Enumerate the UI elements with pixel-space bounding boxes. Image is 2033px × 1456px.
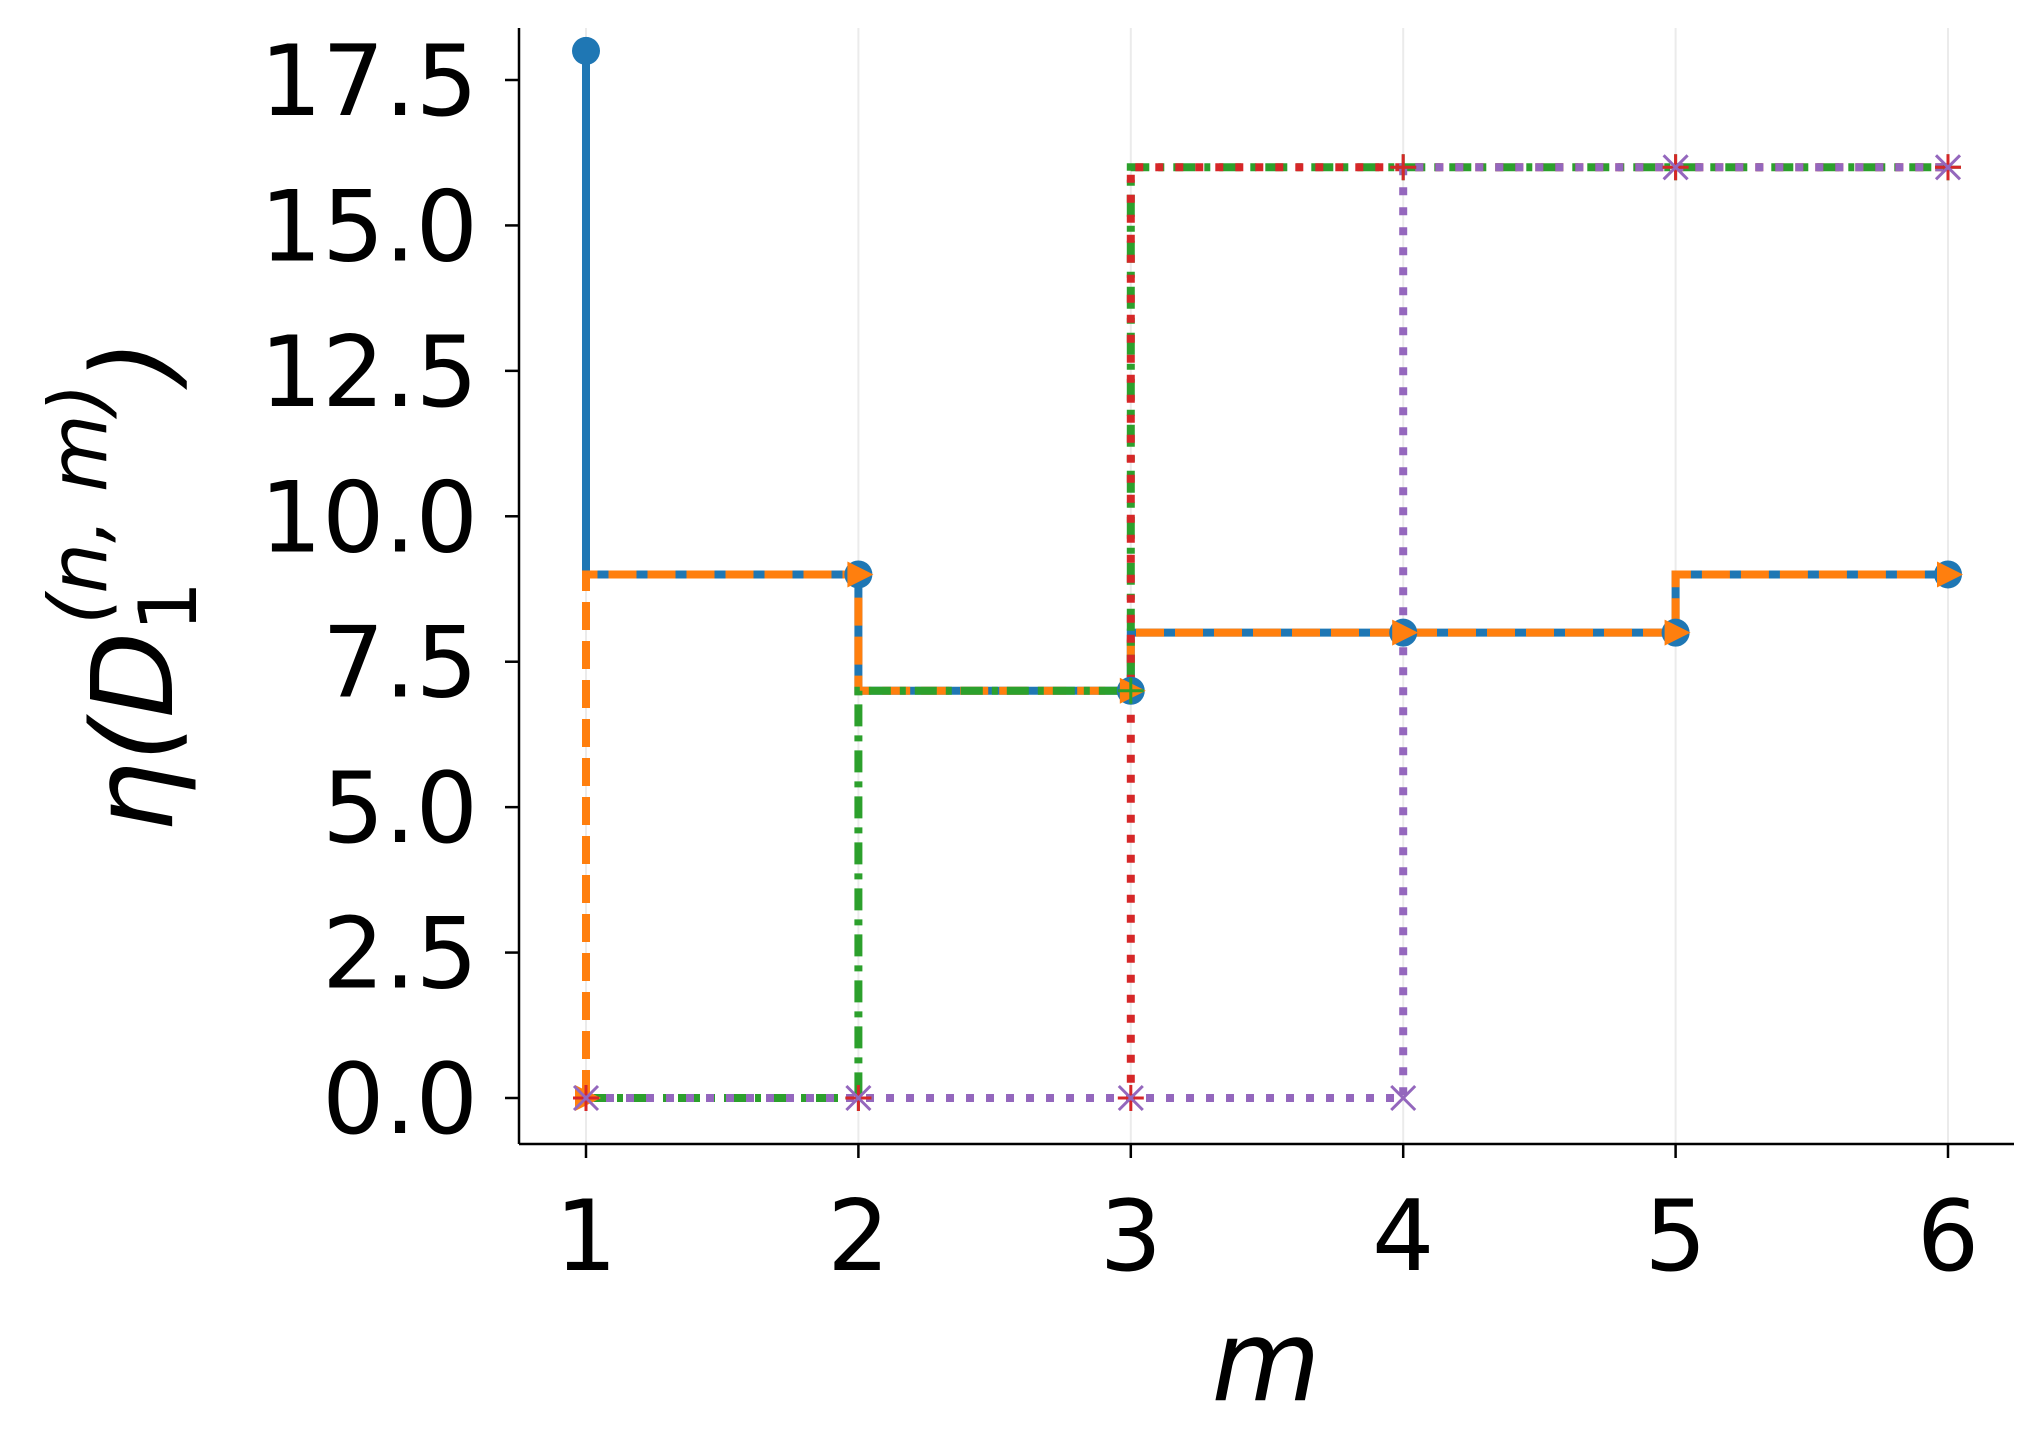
x-tick-label-1: 1 — [555, 1180, 617, 1294]
series-5-point-6 — [1934, 154, 1962, 181]
y-axis-label-superscript: (n, m) — [32, 383, 125, 625]
x-tick-label-4: 4 — [1372, 1180, 1434, 1294]
series-1-line — [582, 50, 1948, 695]
series-5-point-3 — [1117, 1084, 1144, 1112]
y-tick-label-5.0: 5.0 — [322, 752, 478, 866]
data-series — [582, 50, 1948, 1102]
x-axis-label: m — [1211, 1297, 1320, 1427]
y-tick-label-15.0: 15.0 — [260, 170, 478, 284]
y-axis-label-subscript: 1 — [122, 581, 215, 632]
series-2-point-4 — [1392, 619, 1419, 646]
y-tick-label-0.0: 0.0 — [322, 1043, 478, 1157]
x-axis-ticks: 1 2 3 4 5 6 — [555, 1144, 1979, 1294]
series-5-point-4 — [1390, 1084, 1417, 1112]
y-tick-label-17.5: 17.5 — [260, 25, 478, 139]
series-2-point-6 — [1937, 561, 1963, 588]
x-tick-label-2: 2 — [827, 1180, 889, 1294]
x-tick-label-5: 5 — [1644, 1180, 1706, 1294]
y-tick-label-7.5: 7.5 — [322, 607, 478, 721]
data-markers — [572, 36, 1963, 1112]
series-2-point-5 — [1664, 619, 1691, 646]
series-4-point-4 — [1390, 154, 1417, 181]
series-5-point-2 — [845, 1084, 872, 1112]
y-axis-label: η(D1(n, m)) — [32, 339, 215, 832]
svg-text:η(D1(n, m)): η(D1(n, m)) — [32, 339, 215, 832]
y-axis-ticks: 0.0 2.5 5.0 7.5 10.0 12.5 15.0 17.5 — [260, 25, 519, 1157]
series-5-point-5 — [1662, 154, 1689, 181]
series-2-line — [582, 570, 1948, 1098]
series-2-point-2 — [847, 561, 874, 588]
series-5-point-1 — [572, 1084, 600, 1112]
y-axis-label-close: ) — [69, 339, 199, 390]
series-1-point-1 — [572, 36, 600, 65]
y-axis-label-base: η(D — [69, 632, 199, 833]
grid-lines — [585, 28, 1949, 1144]
series-3-point-3 — [1117, 677, 1144, 704]
x-tick-label-6: 6 — [1917, 1180, 1979, 1294]
series-3-line — [586, 163, 1948, 1102]
y-tick-label-2.5: 2.5 — [322, 898, 478, 1012]
x-tick-label-3: 3 — [1100, 1180, 1162, 1294]
y-tick-label-12.5: 12.5 — [260, 316, 478, 430]
y-tick-label-10.0: 10.0 — [260, 461, 478, 575]
